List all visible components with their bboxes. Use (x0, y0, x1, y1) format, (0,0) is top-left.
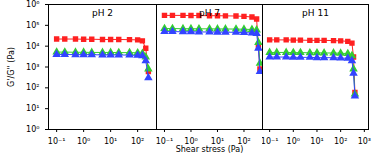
svg-text:10²: 10² (26, 83, 39, 92)
svg-text:10²: 10² (237, 137, 251, 147)
svg-text:10⁻¹: 10⁻¹ (262, 137, 278, 146)
svg-text:10³: 10³ (358, 137, 371, 146)
svg-text:10¹: 10¹ (26, 104, 39, 113)
svg-text:Shear stress (Pa): Shear stress (Pa) (176, 145, 244, 154)
svg-text:10³: 10³ (26, 63, 39, 72)
svg-text:10⁶: 10⁶ (26, 0, 39, 9)
svg-text:10⁻¹: 10⁻¹ (48, 137, 66, 146)
svg-text:10⁰: 10⁰ (184, 137, 198, 147)
svg-text:10⁰: 10⁰ (287, 137, 300, 146)
svg-text:10¹: 10¹ (104, 137, 117, 146)
svg-text:10¹: 10¹ (310, 137, 323, 146)
svg-text:10⁰: 10⁰ (26, 125, 39, 134)
svg-text:10⁵: 10⁵ (26, 21, 39, 30)
svg-text:10²: 10² (334, 137, 347, 146)
svg-text:G'/G'' (Pa): G'/G'' (Pa) (7, 47, 16, 87)
svg-text:pH 7: pH 7 (199, 8, 220, 18)
svg-text:pH 11: pH 11 (302, 8, 329, 18)
svg-text:pH 2: pH 2 (92, 8, 113, 18)
svg-text:10⁴: 10⁴ (26, 42, 39, 51)
svg-text:10⁰: 10⁰ (77, 137, 90, 146)
svg-text:10⁻¹: 10⁻¹ (156, 137, 173, 146)
svg-text:10²: 10² (131, 137, 144, 146)
svg-text:10¹: 10¹ (210, 137, 225, 147)
